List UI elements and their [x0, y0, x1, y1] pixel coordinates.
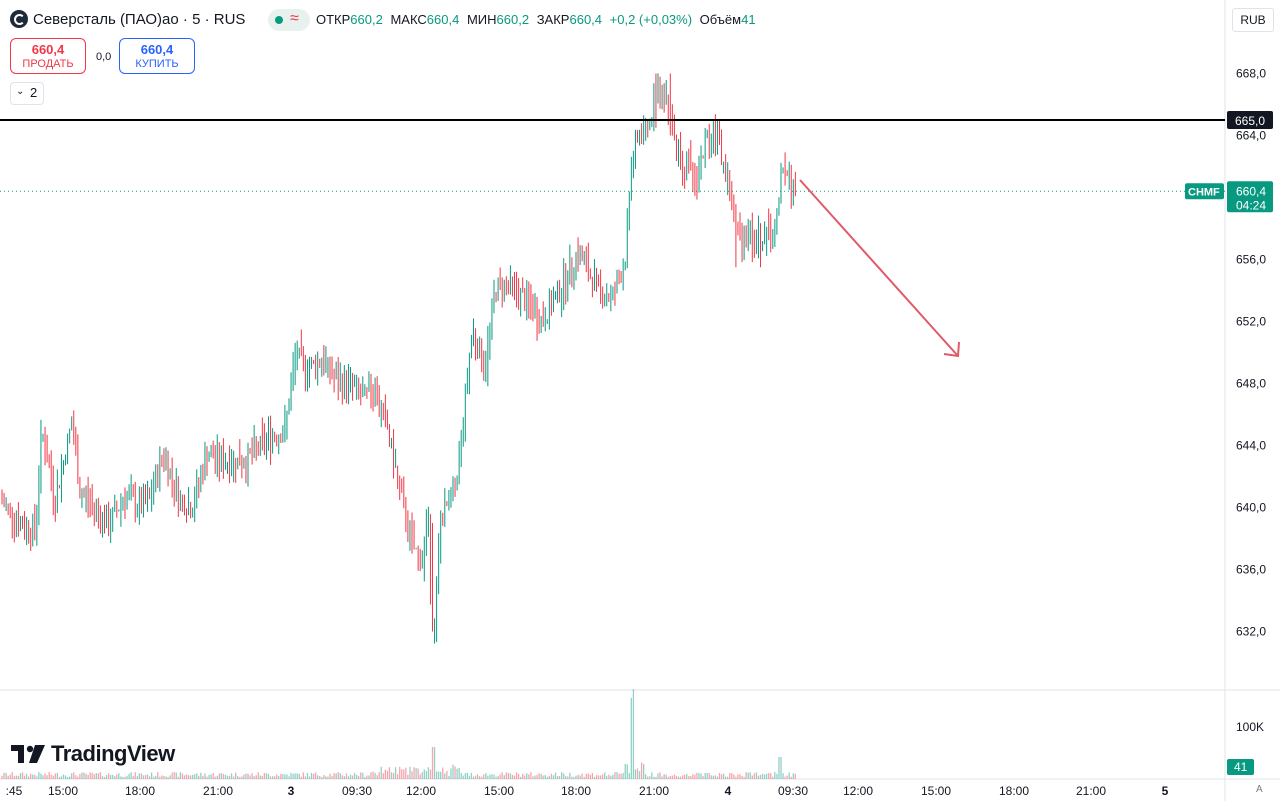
- open-label: ОТКР: [316, 12, 351, 27]
- arrow-head-icon: [943, 341, 960, 358]
- volume-tick-label: 100K: [1236, 720, 1264, 734]
- tradingview-logo-icon: [11, 745, 45, 763]
- indicators-toggle-button[interactable]: ⌄ 2: [10, 82, 44, 105]
- volume-label: Объём: [699, 12, 742, 27]
- price-tick-label: 632,0: [1236, 625, 1266, 639]
- low-label: МИН: [466, 12, 497, 27]
- time-tick-label: 21:00: [1076, 784, 1106, 798]
- price-tick-label: 636,0: [1236, 563, 1266, 577]
- high-label: МАКС: [390, 12, 427, 27]
- time-tick-label: 15:00: [48, 784, 78, 798]
- price-tick-label: 668,0: [1236, 67, 1266, 81]
- price-tick-label: 664,0: [1236, 129, 1266, 143]
- spread-value: 0,0: [96, 51, 112, 63]
- market-open-dot-icon: [275, 16, 283, 24]
- auto-scale-button[interactable]: A: [1256, 784, 1263, 795]
- bar-countdown-label: 04:24: [1236, 198, 1266, 212]
- symbol-tag-box: [1185, 183, 1224, 200]
- volume-value: 41: [741, 12, 756, 27]
- buy-label: КУПИТЬ: [135, 58, 179, 70]
- time-tick-label: 5: [1162, 784, 1169, 798]
- open-value: 660,2: [350, 12, 383, 27]
- change-value: +0,2 (+0,03%): [609, 12, 693, 27]
- time-tick-label: 4: [725, 784, 732, 798]
- price-tick-label: 640,0: [1236, 501, 1266, 515]
- down-arrow-annotation: [799, 179, 959, 357]
- time-tick-label: 18:00: [999, 784, 1029, 798]
- last-price-box: [1227, 181, 1273, 213]
- close-value: 660,4: [569, 12, 603, 27]
- level-price-tag: [1227, 111, 1273, 129]
- level-price-label: 665,0: [1235, 114, 1265, 128]
- symbol-title[interactable]: Северсталь (ПАО)ао · 5 · RUS: [33, 11, 246, 28]
- chart-header: Северсталь (ПАО)ао · 5 · RUS ≈ ОТКР660,2…: [0, 0, 1225, 40]
- time-tick-label: 21:00: [639, 784, 669, 798]
- market-status-pill[interactable]: ≈: [268, 9, 310, 31]
- low-value: 660,2: [496, 12, 530, 27]
- chevron-down-icon: ⌄: [16, 86, 25, 97]
- close-label: ЗАКР: [536, 12, 570, 27]
- last-price-label: 660,4: [1236, 184, 1266, 198]
- sell-label: ПРОДАТЬ: [22, 58, 74, 70]
- price-tick-label: 644,0: [1236, 439, 1266, 453]
- sell-button[interactable]: 660,4 ПРОДАТЬ: [10, 38, 86, 74]
- volume-last-box: [1227, 759, 1254, 775]
- time-tick-label: 09:30: [342, 784, 372, 798]
- volume-last-label: 41: [1234, 760, 1248, 774]
- time-tick-label: 18:00: [561, 784, 591, 798]
- time-tick-label: :45: [6, 784, 23, 798]
- sell-price: 660,4: [31, 42, 65, 57]
- price-tick-label: 656,0: [1236, 253, 1266, 267]
- buy-button[interactable]: 660,4 КУПИТЬ: [119, 38, 195, 74]
- time-tick-label: 3: [288, 784, 295, 798]
- time-tick-label: 12:00: [843, 784, 873, 798]
- symbol-tag: CHMF: [1188, 186, 1220, 198]
- time-tick-label: 21:00: [203, 784, 233, 798]
- wave-icon: ≈: [290, 10, 299, 27]
- currency-button[interactable]: RUB: [1232, 8, 1274, 32]
- tradingview-wordmark: TradingView: [51, 741, 175, 766]
- indicators-count: 2: [30, 85, 38, 100]
- time-tick-label: 18:00: [125, 784, 155, 798]
- time-tick-label: 15:00: [921, 784, 951, 798]
- high-value: 660,4: [426, 12, 460, 27]
- price-tick-label: 652,0: [1236, 315, 1266, 329]
- company-logo-icon: [10, 10, 28, 28]
- price-tick-label: 648,0: [1236, 377, 1266, 391]
- ohlc-legend: ОТКР660,2 МАКС660,4 МИН660,2 ЗАКР660,4 +…: [316, 12, 760, 27]
- time-tick-label: 09:30: [778, 784, 808, 798]
- time-tick-label: 12:00: [406, 784, 436, 798]
- buy-price: 660,4: [140, 42, 174, 57]
- time-tick-label: 15:00: [484, 784, 514, 798]
